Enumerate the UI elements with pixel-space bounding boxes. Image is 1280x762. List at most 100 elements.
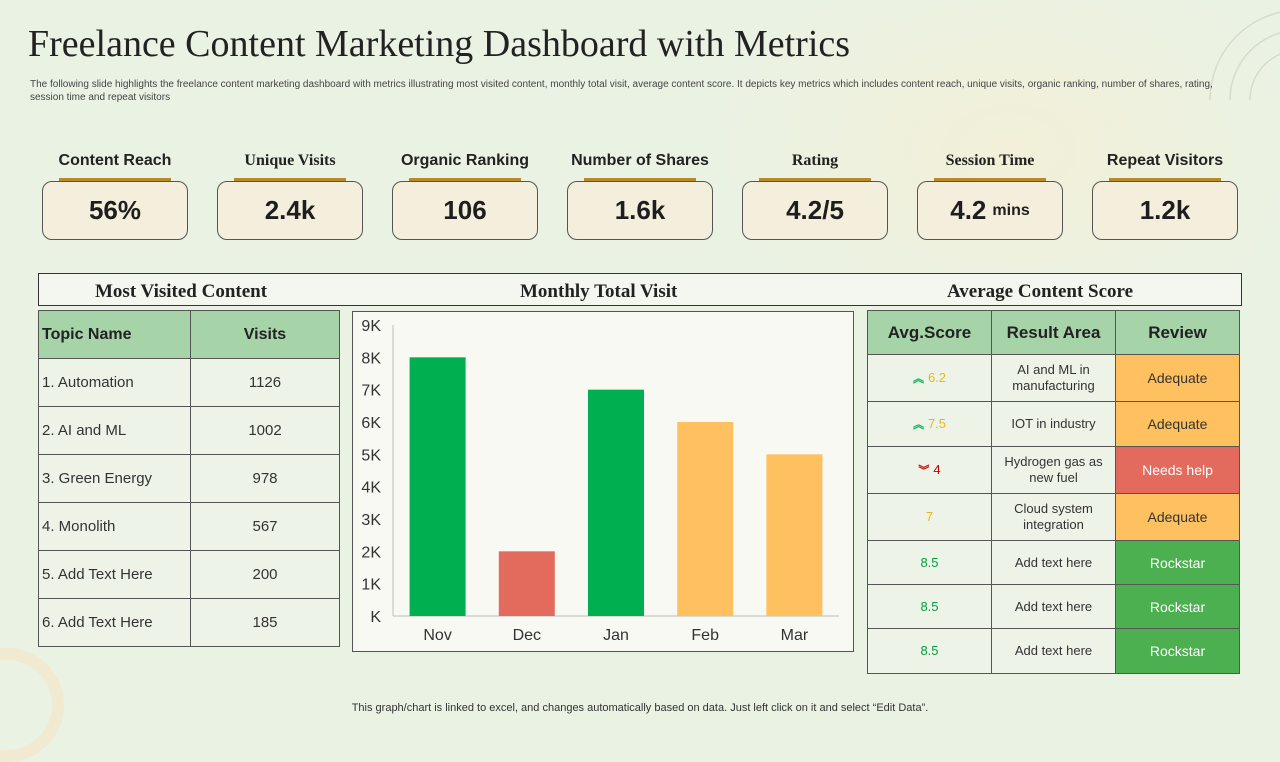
- score-cell: ︽ 7.5: [867, 401, 992, 447]
- bar-feb: [677, 422, 734, 616]
- table-row: 3. Green Energy 978: [38, 454, 340, 503]
- y-tick-label: 4K: [361, 480, 381, 497]
- kpi-card-content-reach: Content Reach 56%: [42, 152, 188, 240]
- column-header-avg-score: Avg.Score: [867, 310, 992, 355]
- kpi-accent-bar: [409, 178, 521, 182]
- table-row: 2. AI and ML 1002: [38, 406, 340, 455]
- kpi-label: Unique Visits: [244, 152, 336, 169]
- score-value: 8.5: [920, 598, 939, 614]
- page-subtitle: The following slide highlights the freel…: [30, 79, 1213, 103]
- y-tick-label: 7K: [361, 383, 381, 400]
- section-title-most-visited: Most Visited Content: [95, 281, 268, 302]
- table-row: 7 Cloud system integration Adequate: [867, 493, 1240, 541]
- kpi-accent-bar: [1109, 178, 1221, 182]
- review-badge: Needs help: [1115, 446, 1240, 494]
- y-tick-label: 9K: [361, 318, 381, 335]
- footer-note: This graph/chart is linked to excel, and…: [351, 702, 929, 714]
- kpi-value: 4.2/5: [786, 195, 844, 225]
- column-header-review: Review: [1115, 310, 1240, 355]
- y-tick-label: K: [370, 609, 381, 626]
- table-row: 8.5 Add text here Rockstar: [867, 540, 1240, 585]
- corner-decoration: [1209, 11, 1280, 100]
- double-chevron-up-icon: ︽: [912, 418, 924, 431]
- kpi-value-box: 56%: [42, 181, 188, 240]
- review-badge: Adequate: [1115, 354, 1240, 402]
- avg-score-table: Avg.Score Result Area Review ︽ 6.2 AI and …: [867, 310, 1240, 674]
- score-cell: 8.5: [867, 540, 992, 585]
- kpi-value: 1.6k: [614, 195, 666, 225]
- column-header-visits: Visits: [190, 310, 340, 359]
- result-area-cell: Add text here: [991, 584, 1116, 629]
- result-area-cell: AI and ML in manufacturing: [991, 354, 1116, 402]
- score-cell: 8.5: [867, 628, 992, 674]
- score-value: 8.5: [920, 643, 939, 658]
- kpi-value-box: 4.2 mins: [917, 181, 1063, 240]
- kpi-card-unique-visits: Unique Visits 2.4k: [217, 152, 363, 240]
- double-chevron-down-icon: ︾: [918, 464, 930, 477]
- kpi-value: 106: [443, 195, 487, 225]
- result-area-cell: Hydrogen gas as new fuel: [991, 446, 1116, 494]
- bar-jan: [588, 389, 644, 616]
- table-header-row: Topic Name Visits: [38, 310, 340, 359]
- bar-chart-svg: K 1K 2K 3K 4K 5K 6K 7K 8K 9K Nov Dec Jan Feb Mar: [361, 318, 839, 644]
- kpi-value-box: 2.4k: [217, 181, 363, 240]
- review-badge: Adequate: [1115, 493, 1240, 541]
- table-row: 4. Monolith 567: [38, 502, 340, 551]
- score-value: 6.2: [927, 369, 947, 385]
- y-tick-label: 1K: [361, 577, 381, 594]
- visits-cell: 1002: [190, 406, 340, 455]
- topic-cell: 2. AI and ML: [38, 406, 191, 455]
- score-value: 4: [933, 461, 941, 477]
- score-cell: ︽ 6.2: [867, 354, 992, 402]
- kpi-value-box: 1.6k: [567, 181, 713, 240]
- y-tick-label: 8K: [361, 350, 381, 367]
- kpi-value-box: 1.2k: [1092, 181, 1238, 240]
- section-title-monthly-visit: Monthly Total Visit: [520, 281, 678, 302]
- topic-cell: 3. Green Energy: [38, 454, 191, 503]
- most-visited-table: Topic Name Visits 1. Automation 1126 2. A…: [38, 310, 340, 647]
- kpi-accent-bar: [759, 178, 871, 182]
- kpi-label: Rating: [791, 152, 839, 169]
- monthly-visit-chart[interactable]: K 1K 2K 3K 4K 5K 6K 7K 8K 9K Nov Dec Jan Feb Mar: [352, 311, 854, 652]
- x-tick-label: Nov: [423, 627, 451, 644]
- column-header-result-area: Result Area: [991, 310, 1116, 355]
- review-badge: Rockstar: [1115, 584, 1240, 629]
- table-row: 8.5 Add text here Rockstar: [867, 584, 1240, 629]
- kpi-accent-bar: [59, 178, 171, 182]
- bar-dec: [498, 551, 555, 616]
- x-tick-label: Mar: [781, 627, 809, 644]
- review-badge: Adequate: [1115, 401, 1240, 447]
- x-tick-label: Jan: [603, 627, 629, 644]
- table-row: ︽ 7.5 IOT in industry Adequate: [867, 401, 1240, 447]
- y-tick-label: 2K: [361, 544, 381, 561]
- score-value: 7: [925, 509, 934, 524]
- x-tick-label: Feb: [691, 627, 719, 644]
- kpi-label: Repeat Visitors: [1106, 152, 1224, 169]
- visits-cell: 200: [190, 550, 340, 599]
- kpi-value: 1.2k: [1139, 195, 1191, 225]
- kpi-label: Organic Ranking: [400, 152, 530, 169]
- visits-cell: 567: [190, 502, 340, 551]
- section-header-frame: [38, 273, 1242, 306]
- score-value: 7.5: [927, 415, 947, 431]
- kpi-card-number-of-shares: Number of Shares 1.6k: [567, 152, 713, 240]
- kpi-label: Content Reach: [58, 152, 172, 169]
- topic-cell: 5. Add Text Here: [38, 550, 191, 599]
- y-tick-label: 5K: [361, 447, 381, 464]
- kpi-label: Number of Shares: [571, 152, 709, 169]
- kpi-card-repeat-visitors: Repeat Visitors 1.2k: [1092, 152, 1238, 240]
- kpi-unit: mins: [992, 201, 1030, 219]
- result-area-cell: Add text here: [991, 628, 1116, 674]
- kpi-accent-bar: [584, 178, 696, 182]
- score-cell: ︾ 4: [867, 446, 992, 494]
- double-chevron-up-icon: ︽: [912, 372, 924, 385]
- kpi-value: 56%: [88, 195, 142, 225]
- table-row: 5. Add Text Here 200: [38, 550, 340, 599]
- topic-cell: 4. Monolith: [38, 502, 191, 551]
- kpi-accent-bar: [234, 178, 346, 182]
- review-badge: Rockstar: [1115, 628, 1240, 674]
- visits-cell: 1126: [190, 358, 340, 407]
- visits-cell: 978: [190, 454, 340, 503]
- topic-cell: 1. Automation: [38, 358, 191, 407]
- topic-cell: 6. Add Text Here: [38, 598, 191, 647]
